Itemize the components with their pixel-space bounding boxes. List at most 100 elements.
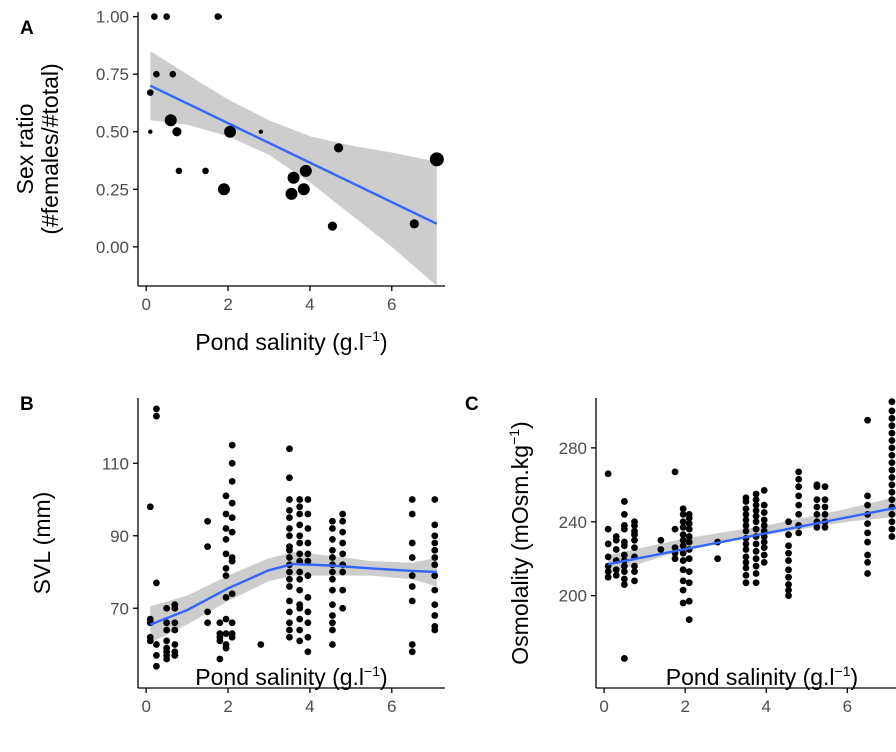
x-axis-title-end: ) <box>380 329 388 355</box>
data-point <box>258 129 263 134</box>
data-point <box>620 525 628 533</box>
data-point <box>329 612 336 619</box>
data-point <box>864 551 871 559</box>
x-tick-label: 0 <box>141 697 150 716</box>
data-point <box>408 641 416 648</box>
x-tick-label: 6 <box>843 697 852 716</box>
data-point <box>888 429 896 437</box>
data-point <box>339 510 347 518</box>
data-point <box>685 568 693 576</box>
data-point <box>685 555 693 563</box>
data-point <box>431 601 439 609</box>
data-point <box>742 553 750 561</box>
y-axis-title: SVL (mm) <box>29 492 55 595</box>
data-point <box>671 468 679 476</box>
data-point <box>228 459 236 467</box>
y-tick-label: 90 <box>110 527 129 546</box>
data-point <box>304 648 312 656</box>
data-point <box>408 583 416 590</box>
data-point <box>431 546 439 554</box>
confidence-band <box>150 51 437 286</box>
data-point <box>286 619 293 627</box>
data-point <box>164 114 177 127</box>
data-point <box>742 546 750 553</box>
data-point <box>296 568 304 576</box>
data-point <box>286 496 293 503</box>
data-point <box>679 542 687 550</box>
data-point <box>752 540 760 548</box>
data-point <box>304 608 312 616</box>
x-axis-title-end: ) <box>380 664 388 690</box>
data-point <box>631 568 638 576</box>
data-point <box>685 533 693 540</box>
data-point <box>299 164 312 177</box>
data-point <box>228 528 236 536</box>
data-point <box>304 525 312 532</box>
data-point <box>172 127 182 137</box>
data-point <box>760 522 768 529</box>
data-point <box>742 522 750 529</box>
data-point <box>752 490 760 498</box>
data-point <box>216 655 224 663</box>
data-point <box>864 538 871 546</box>
data-point <box>888 459 896 467</box>
data-point <box>888 474 896 481</box>
x-tick-label: 2 <box>223 697 232 716</box>
data-point <box>752 496 760 503</box>
data-point <box>228 514 236 522</box>
data-point <box>329 626 336 634</box>
data-point <box>171 619 179 627</box>
data-point <box>304 510 312 518</box>
x-tick-label: 6 <box>387 697 396 716</box>
data-point <box>286 525 293 532</box>
data-point <box>153 405 160 413</box>
data-point <box>795 492 803 500</box>
data-point <box>631 522 638 529</box>
panel-b: 0 2 4 6 70 90 110 Pond salinity (g.l−1) SVL (mm)… <box>20 394 445 716</box>
data-point <box>604 540 612 548</box>
data-point <box>222 535 230 543</box>
data-point <box>431 561 439 569</box>
data-point <box>286 597 293 605</box>
data-point <box>864 529 871 537</box>
data-point <box>742 558 750 566</box>
data-point <box>612 536 620 544</box>
data-point <box>821 503 829 511</box>
confidence-band <box>150 552 437 643</box>
data-point <box>795 468 803 476</box>
data-point <box>795 483 803 491</box>
data-point <box>163 13 170 20</box>
data-point <box>620 655 628 662</box>
x-axis-title: Pond salinity (g.l−1) <box>195 663 387 690</box>
plot-area <box>146 405 439 670</box>
data-point <box>752 555 760 563</box>
data-point <box>222 492 230 500</box>
data-point <box>146 637 154 645</box>
data-point <box>222 564 230 572</box>
data-point <box>888 518 896 526</box>
data-point <box>760 516 768 524</box>
data-point <box>785 586 792 594</box>
data-point <box>329 601 336 609</box>
data-point <box>296 510 304 518</box>
data-point <box>304 619 312 627</box>
data-point <box>679 505 687 513</box>
data-point <box>752 562 760 570</box>
data-point <box>222 593 230 601</box>
data-point <box>612 546 620 553</box>
data-point <box>163 619 171 627</box>
data-point <box>222 644 230 652</box>
data-point <box>685 514 693 522</box>
data-point <box>296 575 304 583</box>
data-point <box>631 562 638 570</box>
data-point <box>327 221 338 231</box>
data-point <box>671 525 679 533</box>
data-point <box>888 481 896 489</box>
data-point <box>408 539 416 547</box>
data-point <box>296 586 304 594</box>
data-point <box>431 521 439 529</box>
data-point <box>224 125 237 138</box>
data-point <box>204 619 211 627</box>
data-point <box>296 637 304 645</box>
data-point <box>408 554 416 561</box>
